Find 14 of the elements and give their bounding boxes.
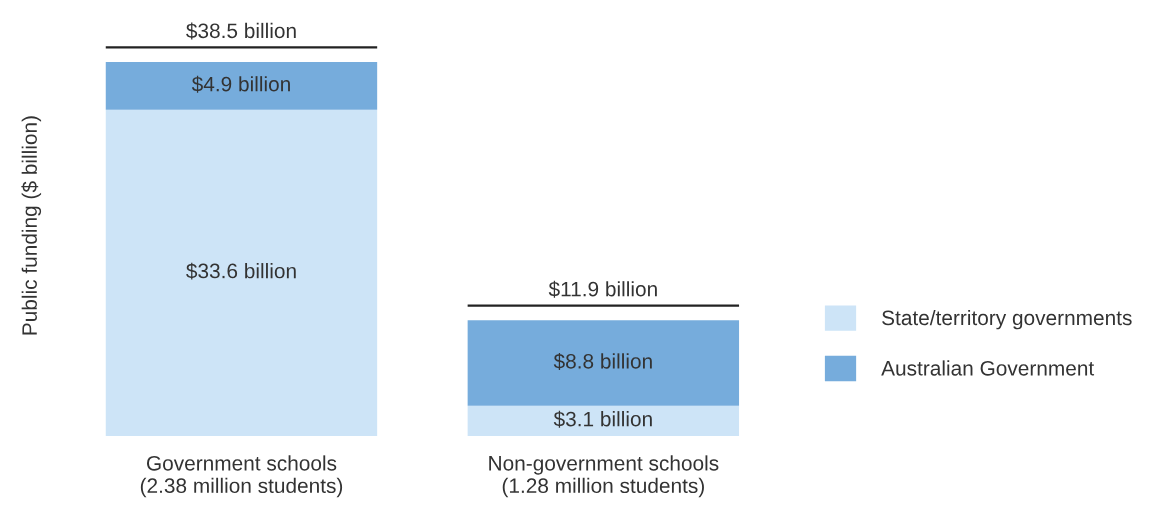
legend-label: State/territory governments <box>882 309 1132 330</box>
bar <box>467 320 740 406</box>
y-axis-title: Public funding ($ billion) <box>21 116 42 335</box>
total-label: $38.5 billion <box>186 22 296 40</box>
data-label: $4.9 billion <box>191 75 290 93</box>
data-label: $33.6 billion <box>186 262 296 280</box>
bar <box>467 405 740 436</box>
x-tick-label: Government schools (2.38 million students) <box>140 455 343 498</box>
total-label: $11.9 billion <box>548 280 657 298</box>
data-label: $8.8 billion <box>553 353 652 370</box>
x-tick-label: Non-government schools (1.28 million students) <box>489 455 719 498</box>
bar <box>105 62 378 110</box>
data-label: $3.1 billion <box>553 410 652 428</box>
legend-label: Australian Government <box>881 360 1095 376</box>
